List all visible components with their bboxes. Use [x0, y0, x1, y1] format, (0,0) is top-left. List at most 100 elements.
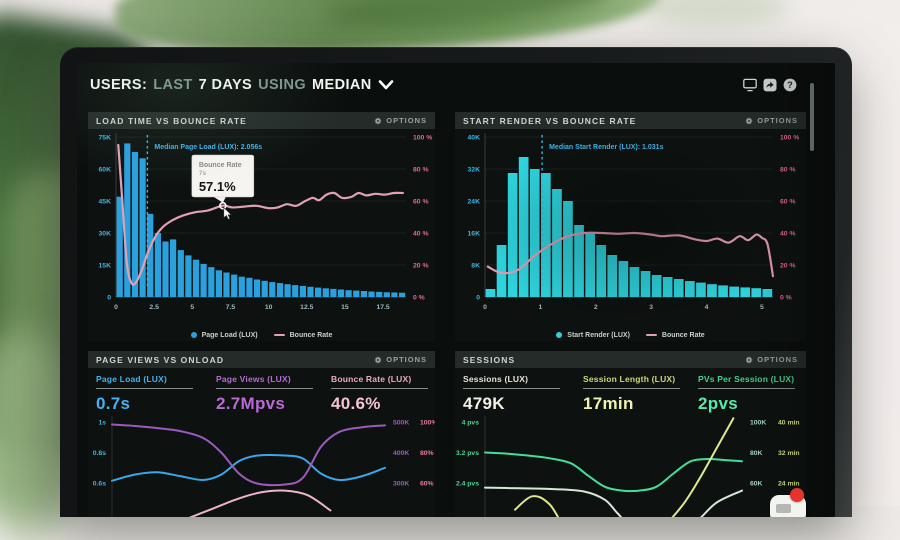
toolbar: ? [743, 78, 797, 92]
overlay-window[interactable] [770, 488, 806, 517]
svg-text:0 %: 0 % [413, 295, 425, 302]
svg-text:Median Start Render (LUX): 1.0: Median Start Render (LUX): 1.031s [549, 144, 663, 151]
sessions-chart[interactable]: 4 pvs 100K 40 min 3.2 pvs 80K 32 min 2.4 pvs 60… [455, 414, 806, 517]
panel-page-views: PAGE VIEWS VS ONLOAD OPTIONS Page Load (… [88, 351, 435, 517]
metric-value: 40.6% [331, 394, 381, 413]
display-icon[interactable] [743, 78, 757, 92]
options-label: OPTIONS [757, 355, 798, 364]
options-button[interactable]: OPTIONS [745, 355, 798, 364]
metric-underline [463, 388, 560, 389]
svg-text:0: 0 [476, 295, 480, 302]
svg-text:100K: 100K [750, 420, 766, 427]
svg-text:60%: 60% [420, 481, 434, 488]
panel-sessions-header: SESSIONS OPTIONS [455, 351, 806, 368]
dashboard-header: USERS: LAST 7 DAYS USING MEDIAN ? [90, 77, 813, 93]
options-label: OPTIONS [386, 355, 427, 364]
svg-text:2.4 pvs: 2.4 pvs [456, 481, 479, 488]
svg-text:1: 1 [538, 304, 542, 311]
laptop: USERS: LAST 7 DAYS USING MEDIAN ? LOAD T… [60, 47, 852, 517]
share-icon[interactable] [763, 78, 777, 92]
options-button[interactable]: OPTIONS [374, 355, 427, 364]
svg-text:17.5: 17.5 [376, 304, 389, 311]
page-views-chart[interactable]: 1s 500K 100% 0.8s 400K 80% 0.6s 300K 60% [88, 414, 435, 517]
svg-text:300K: 300K [393, 481, 409, 488]
svg-text:40 %: 40 % [780, 231, 796, 238]
options-label: OPTIONS [386, 116, 427, 125]
metric-label: Sessions (LUX) [463, 374, 529, 384]
help-icon[interactable]: ? [783, 78, 797, 92]
load-time-chart[interactable]: 75K 100 % 60K 80 % 45K 60 % 30K 40 % 15K 20 % 0 0 %… [88, 129, 435, 321]
start-render-chart[interactable]: 40K 100 % 32K 80 % 24K 60 % 16K 40 % 8K 20 % 0 0 % 0… [455, 129, 806, 321]
median-label: MEDIAN [312, 77, 372, 93]
svg-text:30K: 30K [99, 231, 112, 238]
svg-text:5: 5 [190, 304, 194, 311]
panel-start-render-header: START RENDER VS BOUNCE RATE OPTIONS [455, 112, 806, 129]
svg-text:40K: 40K [468, 135, 481, 142]
svg-text:40 %: 40 % [413, 231, 429, 238]
svg-text:80 %: 80 % [413, 167, 429, 174]
using-label: USING [258, 77, 307, 93]
svg-text:7.5: 7.5 [226, 304, 236, 311]
options-button[interactable]: OPTIONS [745, 116, 798, 125]
svg-text:75K: 75K [99, 135, 112, 142]
svg-text:0: 0 [483, 304, 487, 311]
metric-underline [583, 388, 680, 389]
metric-value: 2.7Mpvs [216, 394, 286, 413]
svg-text:400K: 400K [393, 450, 409, 457]
notification-badge [790, 488, 804, 502]
scrollbar[interactable] [810, 83, 814, 151]
legend-dot [190, 332, 197, 338]
svg-text:80 %: 80 % [780, 167, 796, 174]
plant-leaf [328, 0, 612, 37]
gear-icon [746, 117, 753, 124]
metric-value: 2pvs [698, 394, 738, 413]
gear-icon [746, 356, 753, 363]
svg-text:3.2 pvs: 3.2 pvs [456, 450, 479, 457]
svg-text:500K: 500K [393, 420, 409, 427]
svg-text:0: 0 [107, 295, 111, 302]
svg-text:40 min: 40 min [778, 420, 800, 427]
chevron-down-icon [378, 80, 393, 90]
svg-text:2.5: 2.5 [149, 304, 159, 311]
legend-label: Bounce Rate [661, 331, 705, 339]
last-label: LAST [153, 77, 193, 93]
metric-page-load: Page Load (LUX) 0.7s [96, 374, 216, 414]
svg-text:4: 4 [705, 304, 709, 311]
users-period-dropdown[interactable]: USERS: LAST 7 DAYS USING MEDIAN [90, 77, 394, 93]
plant-leaf [640, 0, 790, 26]
metric-label: Page Views (LUX) [216, 374, 291, 384]
panel-title: LOAD TIME VS BOUNCE RATE [96, 115, 247, 126]
svg-text:100 %: 100 % [413, 135, 432, 142]
svg-text:32K: 32K [468, 167, 481, 174]
overlay-glyph [776, 504, 791, 513]
svg-text:3: 3 [649, 304, 653, 311]
svg-text:20 %: 20 % [780, 263, 796, 270]
panel-title: START RENDER VS BOUNCE RATE [463, 115, 637, 126]
options-label: OPTIONS [757, 116, 798, 125]
load-time-legend: Page Load (LUX) Bounce Rate [88, 326, 435, 341]
metric-label: Bounce Rate (LUX) [331, 374, 412, 384]
svg-text:16K: 16K [468, 231, 481, 238]
metric-bounce-rate: Bounce Rate (LUX) 40.6% [331, 374, 435, 414]
gear-icon [375, 117, 382, 124]
legend-line [645, 333, 657, 337]
panel-page-views-header: PAGE VIEWS VS ONLOAD OPTIONS [88, 351, 435, 368]
svg-text:60 %: 60 % [413, 199, 429, 206]
start-render-legend: Start Render (LUX) Bounce Rate [455, 326, 806, 341]
svg-text:12.5: 12.5 [300, 304, 313, 311]
page-views-metrics: Page Load (LUX) 0.7s Page Views (LUX) 2.… [88, 368, 435, 414]
svg-text:20 %: 20 % [413, 263, 429, 270]
svg-text:15K: 15K [99, 263, 112, 270]
svg-text:0.8s: 0.8s [93, 450, 106, 457]
svg-text:0.6s: 0.6s [93, 481, 106, 488]
metric-label: Session Length (LUX) [583, 374, 676, 384]
panel-start-render: START RENDER VS BOUNCE RATE OPTIONS 40K 1… [455, 112, 806, 341]
svg-text:7s: 7s [199, 170, 207, 177]
sessions-metrics: Sessions (LUX) 479K Session Length (LUX)… [455, 368, 806, 414]
svg-text:100 %: 100 % [780, 135, 799, 142]
options-button[interactable]: OPTIONS [374, 116, 427, 125]
svg-text:10: 10 [265, 304, 273, 311]
svg-text:57.1%: 57.1% [199, 179, 236, 194]
metric-session-length: Session Length (LUX) 17min [583, 374, 698, 414]
